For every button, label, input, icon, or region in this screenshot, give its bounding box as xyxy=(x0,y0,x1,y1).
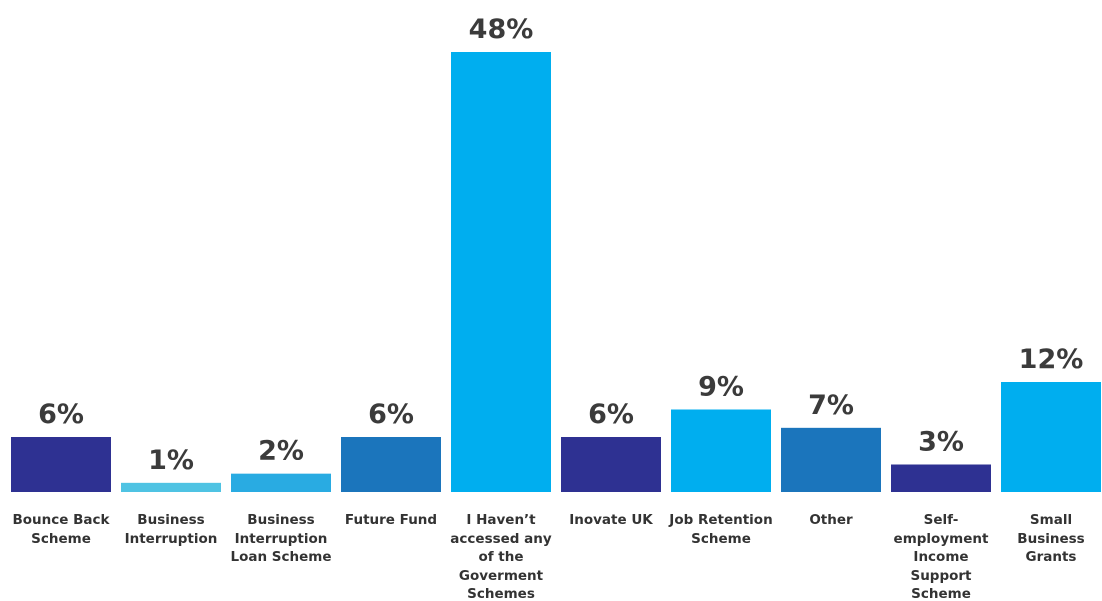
category-label: Other xyxy=(809,512,853,528)
value-label: 9% xyxy=(698,372,744,403)
bar xyxy=(1001,382,1101,492)
value-label: 2% xyxy=(258,436,304,467)
category-label: Self-employment Income Support Scheme xyxy=(893,512,989,601)
value-label: 48% xyxy=(469,14,534,45)
bar xyxy=(781,427,881,492)
bar xyxy=(891,464,991,492)
bar xyxy=(671,409,771,492)
category-label: Job Retention Scheme xyxy=(669,512,773,547)
bar xyxy=(341,437,441,492)
category-label: Future Fund xyxy=(344,512,438,528)
value-label: 6% xyxy=(368,399,414,430)
category-label: I Haven’t accessed any of the Goverment … xyxy=(450,512,552,601)
category-label: Business Interruption Loan Scheme xyxy=(230,512,332,565)
category-label: Business Interruption xyxy=(124,512,218,547)
bar xyxy=(121,482,221,492)
value-label: 12% xyxy=(1019,344,1084,375)
value-label: 7% xyxy=(808,390,854,421)
bar xyxy=(451,52,551,492)
bar xyxy=(11,437,111,492)
bar xyxy=(561,437,661,492)
category-label: Inovate UK xyxy=(569,512,653,528)
value-label: 1% xyxy=(148,445,194,476)
bar xyxy=(231,473,331,492)
value-label: 6% xyxy=(588,399,634,430)
value-label: 6% xyxy=(38,399,84,430)
value-label: 3% xyxy=(918,427,964,458)
category-label: Small Business Grants xyxy=(1017,512,1085,565)
category-label: Bounce Back Scheme xyxy=(12,512,110,547)
